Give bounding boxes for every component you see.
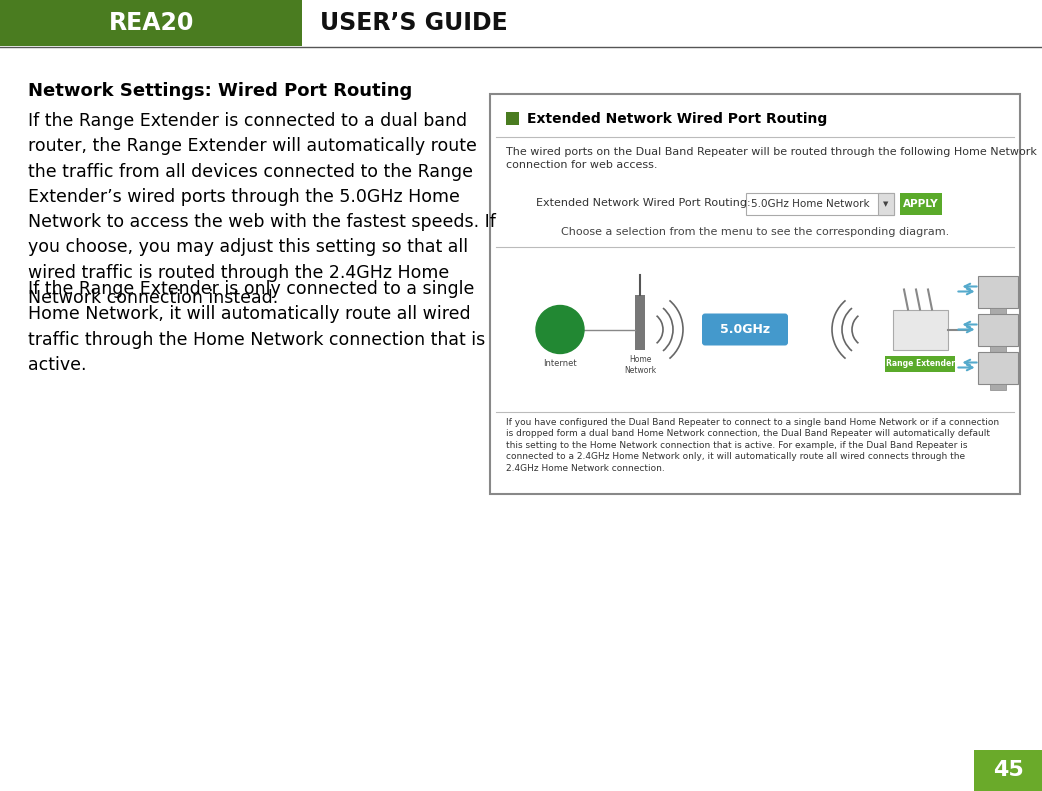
FancyBboxPatch shape (977, 351, 1017, 384)
Circle shape (536, 305, 584, 354)
FancyBboxPatch shape (878, 193, 894, 215)
FancyBboxPatch shape (974, 750, 1042, 791)
FancyBboxPatch shape (990, 384, 1006, 389)
FancyBboxPatch shape (977, 313, 1017, 346)
Text: The wired ports on the Dual Band Repeater will be routed through the following H: The wired ports on the Dual Band Repeate… (506, 147, 1037, 170)
Text: 45: 45 (993, 760, 1023, 781)
Text: APPLY: APPLY (903, 199, 939, 209)
Text: 5.0GHz Home Network: 5.0GHz Home Network (751, 199, 870, 209)
Text: USER’S GUIDE: USER’S GUIDE (320, 11, 507, 35)
FancyBboxPatch shape (900, 193, 942, 215)
Text: Internet: Internet (543, 359, 577, 369)
FancyBboxPatch shape (702, 313, 788, 346)
Text: If the Range Extender is connected to a dual band
router, the Range Extender wil: If the Range Extender is connected to a … (28, 112, 496, 307)
Text: Network Settings: Wired Port Routing: Network Settings: Wired Port Routing (28, 82, 413, 100)
Text: ▼: ▼ (884, 201, 889, 207)
Text: 5.0GHz: 5.0GHz (720, 323, 770, 336)
Text: REA20: REA20 (108, 11, 194, 35)
FancyBboxPatch shape (0, 0, 302, 46)
Text: If the Range Extender is only connected to a single
Home Network, it will automa: If the Range Extender is only connected … (28, 280, 486, 374)
FancyBboxPatch shape (990, 346, 1006, 351)
Text: Extended Network Wired Port Routing: Extended Network Wired Port Routing (527, 112, 827, 126)
FancyBboxPatch shape (977, 275, 1017, 308)
FancyBboxPatch shape (885, 355, 956, 372)
FancyBboxPatch shape (302, 0, 1042, 46)
FancyBboxPatch shape (635, 294, 645, 350)
Text: Extended Network Wired Port Routing:: Extended Network Wired Port Routing: (536, 198, 750, 208)
Text: If you have configured the Dual Band Repeater to connect to a single band Home N: If you have configured the Dual Band Rep… (506, 418, 999, 473)
FancyBboxPatch shape (893, 309, 947, 350)
Text: Range Extender: Range Extender (886, 359, 954, 368)
FancyBboxPatch shape (490, 94, 1020, 494)
Text: Home
Network: Home Network (624, 355, 656, 375)
Text: Choose a selection from the menu to see the corresponding diagram.: Choose a selection from the menu to see … (561, 227, 949, 237)
FancyBboxPatch shape (506, 112, 519, 125)
FancyBboxPatch shape (746, 193, 894, 215)
FancyBboxPatch shape (990, 308, 1006, 313)
